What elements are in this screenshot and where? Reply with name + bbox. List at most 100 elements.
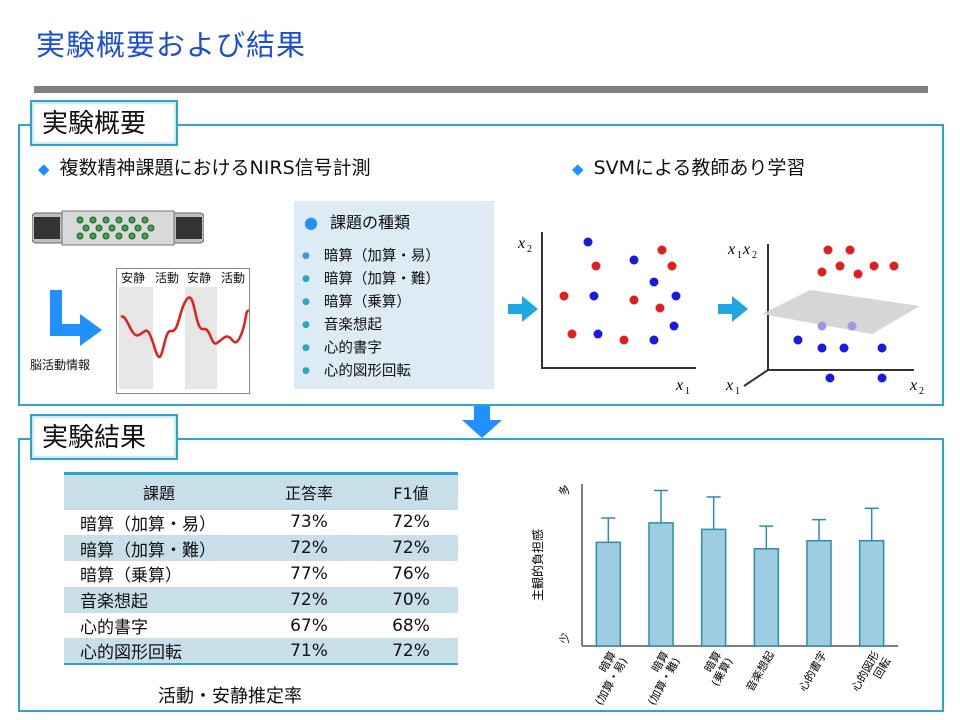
signal-label: 活動 <box>155 271 180 285</box>
task-label: 暗算（加算・易） <box>323 248 440 265</box>
list-item: ● 暗算（加算・難） <box>302 268 440 291</box>
category-label: 心的図形回転 <box>848 649 893 701</box>
list-item: ● 暗算（乗算） <box>302 291 440 314</box>
right-heading: ◆ SVMによる教師あり学習 <box>572 153 805 180</box>
list-item: ● 音楽想起 <box>302 314 440 337</box>
axis-label-x1x2-sub: 2 <box>752 250 757 261</box>
rest-band <box>119 287 153 389</box>
axis-label-x1: x <box>675 377 683 394</box>
axis-label-x2-sub: 2 <box>527 244 532 255</box>
table-row: 暗算（加算・易） 73% 72% <box>64 510 458 536</box>
svm-2d-scatter: x 2 x 1 <box>518 232 696 397</box>
category-label: 暗算(加算・易) <box>581 649 631 708</box>
bar <box>806 539 832 647</box>
axis-label-x2: x <box>518 235 525 252</box>
table-row: 心的図形回転 71% 72% <box>64 638 458 666</box>
axis-label-x2: x <box>909 377 917 394</box>
signal-label: 安静 <box>121 271 146 285</box>
task-list: ● 暗算（加算・易） ● 暗算（加算・難） ● 暗算（乗算） ● 音楽想起 ● 心的書字 … <box>302 245 440 383</box>
y-top-label: 多 <box>557 485 571 496</box>
category-label-line: 心的書字 <box>795 649 829 694</box>
bar <box>753 548 780 647</box>
table-cell: 心的図形回転 <box>64 638 254 666</box>
bar <box>648 522 674 647</box>
diamond-icon: ◆ <box>38 160 50 178</box>
axis-label-x1x2: x <box>727 241 735 258</box>
column-header: F1値 <box>364 472 458 510</box>
slide-title: 実験概要および結果 <box>36 28 307 62</box>
bullet-icon: ● <box>302 297 310 307</box>
category-label: 音楽想起 <box>743 649 777 694</box>
table-cell: 暗算（加算・難） <box>64 535 254 562</box>
bullet-icon: ● <box>304 213 318 232</box>
overview-tab: 実験概要 <box>30 100 178 146</box>
table-row: 暗算（乗算） 77% 76% <box>64 561 458 587</box>
bullet-icon: ● <box>302 343 310 353</box>
task-label: 心的図形回転 <box>323 363 411 380</box>
axis-label-x1x2: x <box>742 241 750 258</box>
table-cell: 音楽想起 <box>64 586 254 613</box>
table-cell: 67% <box>290 615 328 636</box>
table-cell: 心的書字 <box>80 618 148 639</box>
task-label: 音楽想起 <box>323 317 382 334</box>
table-header-row: 課題 正答率 F1値 <box>64 472 458 510</box>
table-row: 心的書字 67% 68% <box>64 613 458 639</box>
table-cell: 77% <box>290 563 328 584</box>
y-axis-label: 主観的負担感 <box>530 529 545 601</box>
title-rule <box>34 86 928 93</box>
table-row: 暗算（加算・難） 72% 72% <box>64 535 458 562</box>
table-cell: 71% <box>254 638 364 666</box>
axis-label-x1x2-sub: 1 <box>737 250 742 261</box>
task-label: 暗算（加算・難） <box>323 271 440 288</box>
table-cell: 暗算（乗算） <box>80 566 182 587</box>
table-cell: 73% <box>290 512 328 533</box>
results-tab: 実験結果 <box>30 414 178 460</box>
table-cell: 72% <box>254 586 364 613</box>
task-box-title-text: 課題の種類 <box>329 213 410 232</box>
diamond-icon: ◆ <box>572 160 584 178</box>
overview-tab-label: 実験概要 <box>42 109 147 139</box>
signal-label: 安静 <box>187 271 212 285</box>
column-header: 正答率 <box>254 472 364 510</box>
column-header: 課題 <box>64 472 254 510</box>
flow-arrow-icon <box>50 290 102 346</box>
table-cell: 暗算（加算・易） <box>80 514 216 535</box>
task-label: 心的書字 <box>323 340 382 357</box>
table-cell: 72% <box>254 535 364 562</box>
task-label: 暗算（乗算） <box>323 294 411 311</box>
category-label: 暗算(乗算) <box>697 649 736 689</box>
svm-3d-scatter: x 1 x 2 x 1 x 2 <box>725 241 924 397</box>
task-box-title: ● 課題の種類 <box>304 209 410 233</box>
signal-plot: 安静 活動 安静 活動 <box>116 268 250 394</box>
left-heading-text: 複数精神課題におけるNIRS信号計測 <box>59 157 371 179</box>
table-cell: 70% <box>364 586 458 613</box>
bar <box>595 541 622 647</box>
bullet-icon: ● <box>302 366 310 376</box>
table-cell: 72% <box>364 638 458 666</box>
results-table: 課題 正答率 F1値 暗算（加算・易） 73% 72% 暗算（加算・難） 72% 72%… <box>64 472 458 666</box>
right-heading-text: SVMによる教師あり学習 <box>593 157 806 179</box>
table-caption: 活動・安静推定率 <box>158 686 302 707</box>
task-types-box: ● 課題の種類 ● 暗算（加算・易） ● 暗算（加算・難） ● 暗算（乗算） ● 音楽想起… <box>294 201 494 389</box>
arrow-down-icon <box>462 406 502 438</box>
list-item: ● 心的図形回転 <box>302 360 440 383</box>
bar <box>700 528 727 647</box>
arrow-right-icon <box>508 296 538 322</box>
category-label: 暗算(加算・難) <box>633 649 683 708</box>
bullet-icon: ● <box>302 320 310 330</box>
category-label: 心的書字 <box>795 649 829 694</box>
nirs-device-illustration <box>32 210 204 246</box>
signal-label: 活動 <box>221 271 246 285</box>
bullet-icon: ● <box>302 274 310 284</box>
axis-label-x2-sub: 2 <box>919 386 924 397</box>
axis-label-x1-sub: 1 <box>685 386 690 397</box>
y-bottom-label: 少 <box>558 633 571 644</box>
table-row: 音楽想起 72% 70% <box>64 586 458 613</box>
arrow-right-icon <box>718 296 748 322</box>
results-tab-label: 実験結果 <box>42 423 147 453</box>
table-cell: 72% <box>364 535 458 562</box>
list-item: ● 心的書字 <box>302 337 440 360</box>
brain-activity-label: 脳活動情報 <box>30 358 91 372</box>
table-cell: 72% <box>392 512 430 533</box>
